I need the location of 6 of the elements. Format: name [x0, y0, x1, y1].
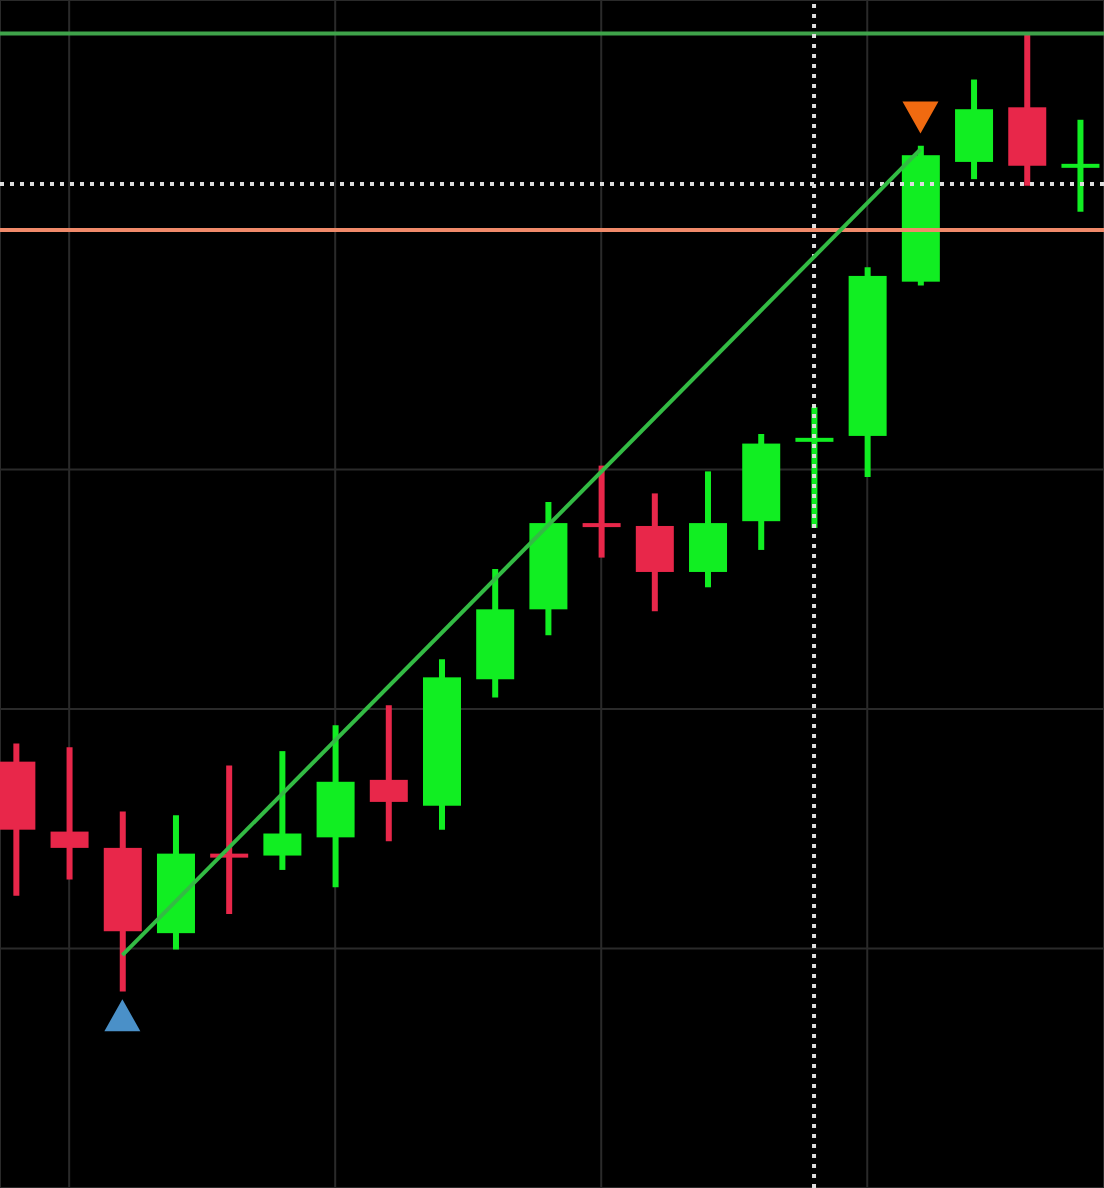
candlestick [369, 705, 408, 842]
candlestick [582, 465, 621, 558]
candlestick [50, 747, 89, 880]
candlestick [635, 493, 674, 612]
candlestick [1061, 119, 1100, 212]
candlestick [263, 751, 302, 870]
